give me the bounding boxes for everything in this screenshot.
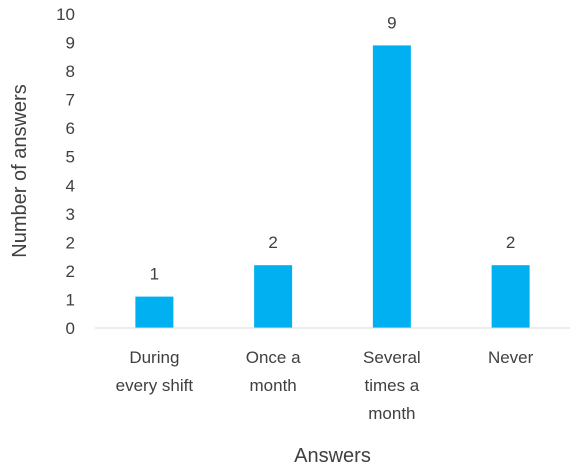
data-label: 2 (268, 233, 277, 252)
x-axis-categories: During every shift Once a month Several times… (116, 348, 534, 423)
x-category-label: Once a month (246, 348, 301, 395)
y-tick-label: 7 (66, 91, 75, 110)
data-label: 9 (387, 13, 396, 32)
bar (372, 45, 411, 329)
data-labels: 1 2 9 2 (150, 13, 516, 283)
x-category-label: Never (488, 348, 534, 367)
y-tick-label: 1 (66, 290, 75, 309)
x-category-label: During every shift (116, 348, 194, 395)
y-tick-label: 10 (56, 5, 75, 24)
y-tick-label: 8 (66, 62, 75, 81)
y-tick-label: 5 (66, 148, 75, 167)
y-tick-label: 2 (66, 262, 75, 281)
y-tick-label: 6 (66, 119, 75, 138)
data-label: 1 (150, 265, 159, 284)
bar (491, 265, 530, 328)
y-tick-label: 9 (66, 34, 75, 53)
bar (254, 265, 293, 328)
y-tick-label: 3 (66, 205, 75, 224)
y-axis-ticks: 0 1 2 2 3 4 5 6 7 8 9 10 (56, 5, 75, 338)
x-category-label: Several times a month (363, 348, 421, 423)
bars (135, 45, 530, 329)
data-label: 2 (506, 233, 515, 252)
y-tick-label: 4 (66, 176, 75, 195)
x-axis-title: Answers (294, 445, 371, 467)
y-tick-label: 0 (66, 319, 75, 338)
bar (135, 296, 174, 328)
y-axis-title: Number of answers (9, 84, 31, 257)
y-tick-label: 2 (66, 233, 75, 252)
